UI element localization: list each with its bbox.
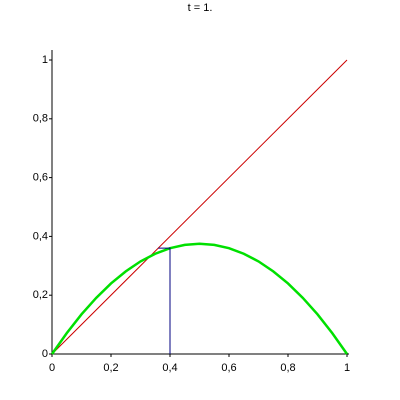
line: [50, 242, 349, 355]
x-tick-label: 0,2: [103, 362, 118, 374]
y-tick-label: 0,8: [33, 113, 48, 125]
y-tick-label: 1: [42, 54, 48, 66]
x-tick-label: 0: [49, 362, 55, 374]
y-tick-label: 0,6: [33, 172, 48, 184]
chart-title: t = 1.: [188, 2, 213, 14]
line: [158, 247, 171, 354]
y-tick-label: 0,4: [33, 230, 48, 242]
y-tick-label: 0: [42, 348, 48, 360]
line: [51, 59, 348, 355]
y-tick-label: 0,2: [33, 289, 48, 301]
x-tick-label: 1: [344, 362, 350, 374]
x-tick-label: 0,6: [221, 362, 236, 374]
x-tick-label: 0,4: [162, 362, 177, 374]
x-tick-label: 0,8: [280, 362, 295, 374]
